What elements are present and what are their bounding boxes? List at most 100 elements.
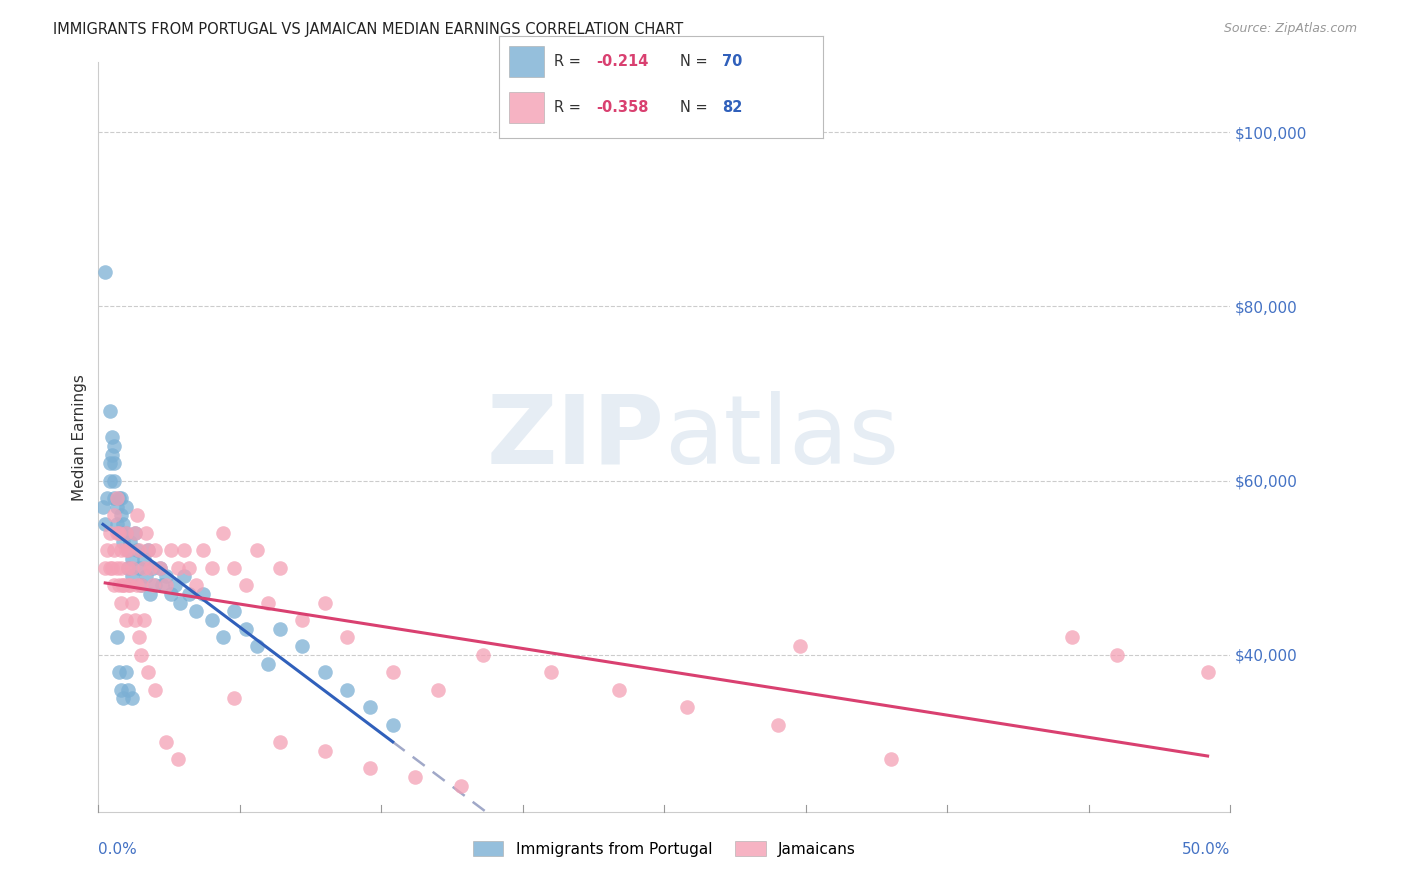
Point — [105, 525, 128, 540]
Point — [124, 525, 146, 540]
Point — [103, 508, 125, 523]
Text: ZIP: ZIP — [486, 391, 665, 483]
Point — [269, 735, 291, 749]
Point — [235, 578, 257, 592]
Point — [136, 543, 159, 558]
Point — [246, 543, 269, 558]
Point — [607, 682, 630, 697]
Legend: Immigrants from Portugal, Jamaicans: Immigrants from Portugal, Jamaicans — [472, 840, 856, 856]
Point — [139, 561, 162, 575]
Point — [136, 665, 159, 680]
Point — [404, 770, 426, 784]
Point — [110, 543, 132, 558]
Point — [269, 561, 291, 575]
Point — [112, 578, 135, 592]
Point — [117, 543, 139, 558]
Point — [94, 264, 117, 278]
Text: Source: ZipAtlas.com: Source: ZipAtlas.com — [1223, 22, 1357, 36]
Point — [269, 622, 291, 636]
Text: atlas: atlas — [665, 391, 900, 483]
Point — [105, 631, 128, 645]
Point — [117, 561, 139, 575]
Point — [107, 665, 129, 680]
Point — [107, 525, 129, 540]
Point — [148, 561, 170, 575]
Point — [291, 639, 314, 653]
Point — [120, 534, 142, 549]
Point — [139, 587, 162, 601]
Point — [107, 491, 129, 505]
Point — [117, 543, 139, 558]
Point — [117, 682, 139, 697]
Point — [224, 691, 246, 706]
Point — [98, 456, 121, 470]
Point — [114, 500, 136, 514]
Point — [201, 613, 224, 627]
Point — [114, 665, 136, 680]
Point — [112, 578, 135, 592]
Point — [201, 561, 224, 575]
Point — [128, 561, 150, 575]
Point — [160, 543, 183, 558]
Point — [136, 543, 159, 558]
Point — [105, 561, 128, 575]
Point — [155, 569, 177, 583]
Point — [114, 525, 136, 540]
Point — [291, 613, 314, 627]
Point — [160, 587, 183, 601]
Point — [142, 578, 165, 592]
Point — [114, 613, 136, 627]
Point — [101, 430, 124, 444]
Point — [766, 717, 789, 731]
Point — [257, 596, 280, 610]
Text: 50.0%: 50.0% — [1182, 842, 1230, 857]
Point — [472, 648, 495, 662]
Point — [191, 543, 214, 558]
Y-axis label: Median Earnings: Median Earnings — [72, 374, 87, 500]
Point — [135, 525, 157, 540]
Point — [94, 561, 117, 575]
Point — [381, 717, 404, 731]
Point — [103, 456, 125, 470]
Point — [94, 517, 117, 532]
Point — [101, 448, 124, 462]
Point — [212, 525, 235, 540]
Point — [112, 691, 135, 706]
Text: IMMIGRANTS FROM PORTUGAL VS JAMAICAN MEDIAN EARNINGS CORRELATION CHART: IMMIGRANTS FROM PORTUGAL VS JAMAICAN MED… — [53, 22, 683, 37]
Point — [128, 631, 150, 645]
Point — [132, 561, 155, 575]
Point — [143, 578, 166, 592]
Point — [184, 604, 207, 618]
Point — [120, 578, 142, 592]
Point — [124, 525, 146, 540]
Point — [112, 517, 135, 532]
Point — [1107, 648, 1129, 662]
Point — [101, 561, 124, 575]
Point — [105, 517, 128, 532]
Point — [103, 543, 125, 558]
Point — [184, 578, 207, 592]
Point — [314, 665, 336, 680]
Point — [131, 648, 153, 662]
Point — [103, 578, 125, 592]
Point — [132, 552, 155, 566]
Point — [110, 508, 132, 523]
Point — [98, 561, 121, 575]
Point — [98, 474, 121, 488]
Point — [314, 744, 336, 758]
Text: -0.214: -0.214 — [596, 54, 648, 69]
Point — [103, 491, 125, 505]
Point — [166, 752, 188, 766]
Point — [103, 439, 125, 453]
Point — [112, 534, 135, 549]
Point — [427, 682, 450, 697]
Point — [191, 587, 214, 601]
Point — [224, 561, 246, 575]
Point — [540, 665, 562, 680]
Text: 82: 82 — [723, 100, 742, 115]
Point — [450, 779, 472, 793]
Point — [125, 578, 148, 592]
Point — [121, 561, 143, 575]
Point — [121, 596, 143, 610]
Point — [103, 474, 125, 488]
